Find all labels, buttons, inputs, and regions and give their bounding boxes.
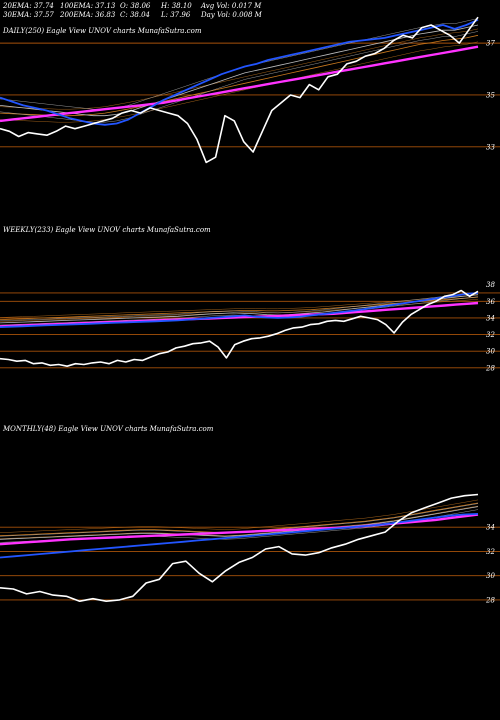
daily-y-tick-label: 35 bbox=[486, 91, 495, 99]
daily-ema-gray-strand bbox=[0, 18, 479, 110]
indicator-avg-vol: Avg Vol: 0.017 M bbox=[201, 2, 262, 10]
daily-ema-orange-strand bbox=[0, 41, 479, 123]
daily-ema-orange-line bbox=[0, 34, 479, 117]
daily-price-line bbox=[0, 16, 479, 164]
indicator-100ema: 100EMA: 37.13 bbox=[60, 2, 116, 10]
monthly-y-tick-label: 32 bbox=[486, 548, 495, 556]
indicator-day-vol: Day Vol: 0.008 M bbox=[201, 11, 262, 19]
weekly-y-tick-label: 32 bbox=[486, 331, 495, 339]
monthly-panel-title: MONTHLY(48) Eagle View UNOV charts Munaf… bbox=[3, 425, 214, 433]
indicator-low: L: 37.96 bbox=[161, 11, 191, 19]
weekly-y-tick-label: 34 bbox=[486, 314, 495, 322]
monthly-panel: 34 32 30 28 bbox=[0, 493, 500, 604]
weekly-ema-orange-line bbox=[0, 296, 479, 320]
monthly-y-tick-label: 30 bbox=[486, 572, 495, 580]
daily-ema-magenta-line bbox=[0, 45, 479, 123]
weekly-price-line bbox=[0, 289, 479, 368]
indicator-200ema: 200EMA: 36.83 bbox=[60, 11, 116, 19]
daily-panel-title: DAILY(250) Eagle View UNOV charts Munafa… bbox=[3, 27, 202, 35]
daily-panel: 37 35 33 bbox=[0, 16, 500, 164]
weekly-y-tick-label: 30 bbox=[486, 348, 495, 356]
weekly-panel: 38 36 34 32 30 28 bbox=[0, 281, 500, 372]
daily-ema-gray-line bbox=[0, 24, 479, 117]
weekly-y-tick-label: 28 bbox=[485, 364, 495, 372]
daily-y-tick-label: 37 bbox=[486, 40, 495, 48]
indicator-30ema: 30EMA: 37.57 bbox=[3, 11, 54, 19]
weekly-ema-orange-strand bbox=[0, 294, 479, 318]
weekly-ema-blue-line bbox=[0, 292, 479, 328]
monthly-price-line bbox=[0, 493, 479, 603]
weekly-y-tick-label: 38 bbox=[486, 281, 495, 289]
weekly-ema-gray-strand bbox=[0, 292, 479, 322]
indicator-open: O: 38.06 bbox=[120, 2, 151, 10]
monthly-ema-orange-strand bbox=[0, 505, 479, 539]
monthly-ema-blue-line bbox=[0, 513, 479, 559]
daily-ema-blue-line bbox=[0, 18, 479, 126]
indicator-20ema: 20EMA: 37.74 bbox=[3, 2, 54, 10]
weekly-y-tick-label: 36 bbox=[486, 298, 495, 306]
indicator-close: C: 38.04 bbox=[120, 11, 150, 19]
monthly-y-tick-label: 28 bbox=[485, 596, 495, 604]
weekly-ema-orange-strand bbox=[0, 298, 479, 322]
monthly-ema-orange-strand bbox=[0, 499, 479, 533]
weekly-panel-title: WEEKLY(233) Eagle View UNOV charts Munaf… bbox=[3, 226, 211, 234]
daily-ema-orange-strand bbox=[0, 28, 479, 110]
daily-y-tick-label: 33 bbox=[486, 143, 495, 151]
daily-ema-gray-strand bbox=[0, 31, 479, 123]
indicator-high: H: 38.10 bbox=[161, 2, 192, 10]
monthly-y-tick-label: 34 bbox=[486, 524, 495, 532]
